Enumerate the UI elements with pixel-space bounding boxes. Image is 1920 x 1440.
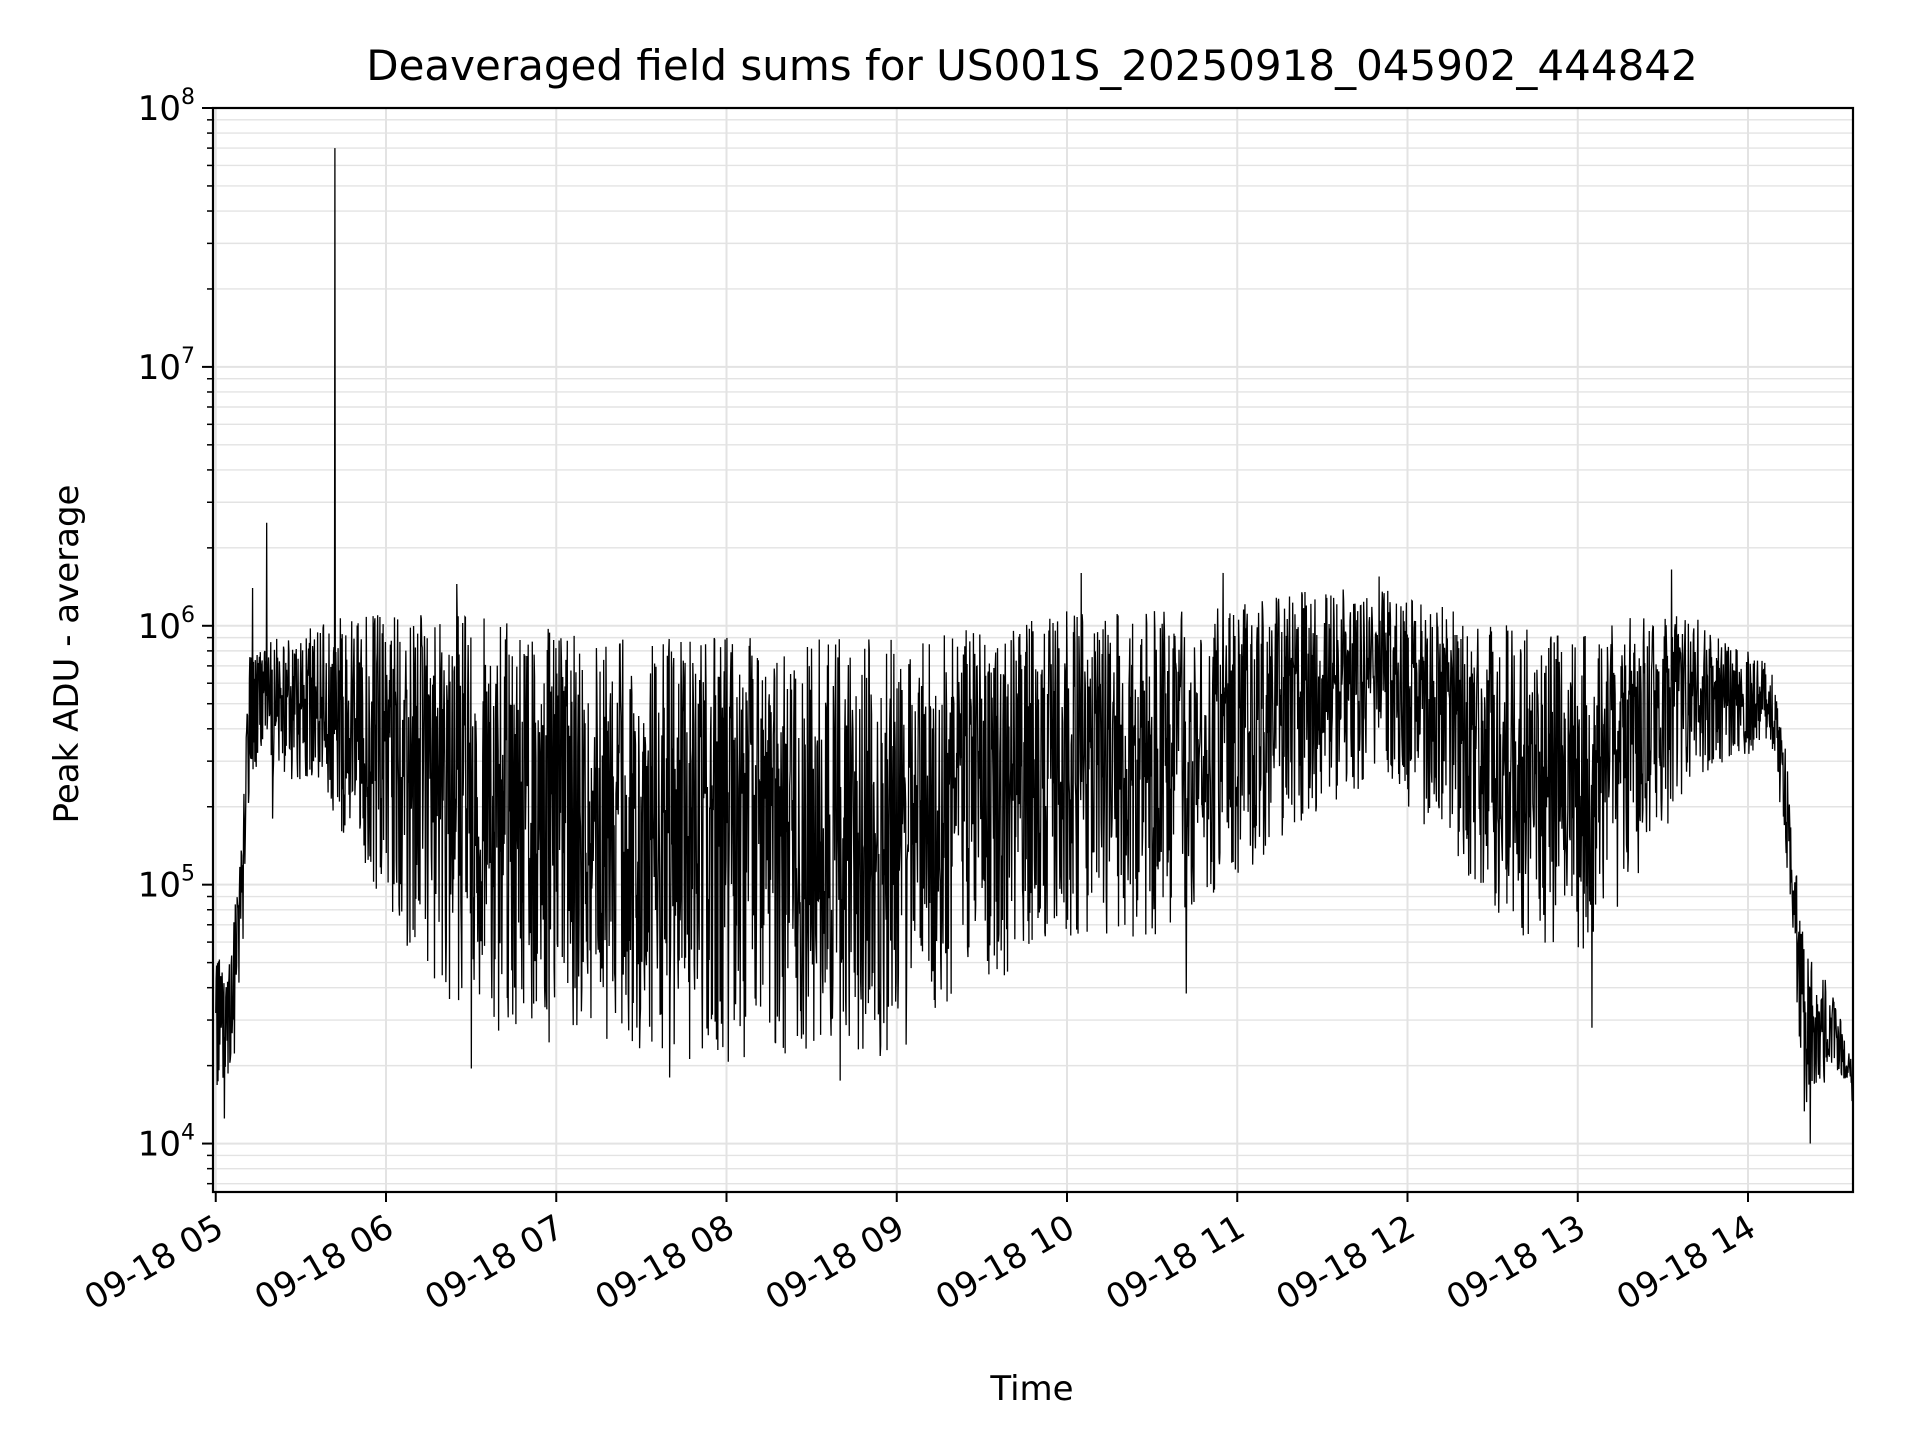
plot-frame <box>211 106 1855 1194</box>
chart-title: Deaveraged field sums for US001S_2025091… <box>366 41 1698 90</box>
series-peak-adu <box>215 148 1854 1144</box>
x-axis-label: Time <box>989 1369 1073 1409</box>
x-tick-label: 09-18 14 <box>1610 1207 1762 1318</box>
x-tick-label: 09-18 11 <box>1099 1207 1251 1318</box>
x-axis-ticks: 09-18 05 09-18 06 09-18 07 09-18 08 09-18 09… <box>78 1192 1763 1318</box>
x-tick-label: 09-18 06 <box>248 1207 400 1318</box>
x-tick-label: 09-18 09 <box>759 1207 911 1318</box>
x-tick-label: 09-18 13 <box>1440 1207 1592 1318</box>
x-tick-label: 09-18 05 <box>78 1207 230 1318</box>
x-tick-label: 09-18 10 <box>929 1207 1081 1318</box>
y-tick-label: 104 <box>138 1121 195 1165</box>
x-tick-label: 09-18 07 <box>418 1207 570 1318</box>
y-tick-label: 105 <box>138 862 195 906</box>
y-tick-label: 108 <box>138 85 195 129</box>
y-tick-label: 106 <box>138 603 195 647</box>
y-tick-label: 107 <box>138 344 195 388</box>
y-axis-label: Peak ADU - average <box>47 485 87 824</box>
x-tick-label: 09-18 12 <box>1270 1207 1422 1318</box>
y-axis-ticks: 104 105 106 107 108 <box>138 85 213 1185</box>
x-tick-label: 09-18 08 <box>589 1207 741 1318</box>
series-line <box>215 148 1854 1144</box>
axes <box>211 106 1855 1194</box>
